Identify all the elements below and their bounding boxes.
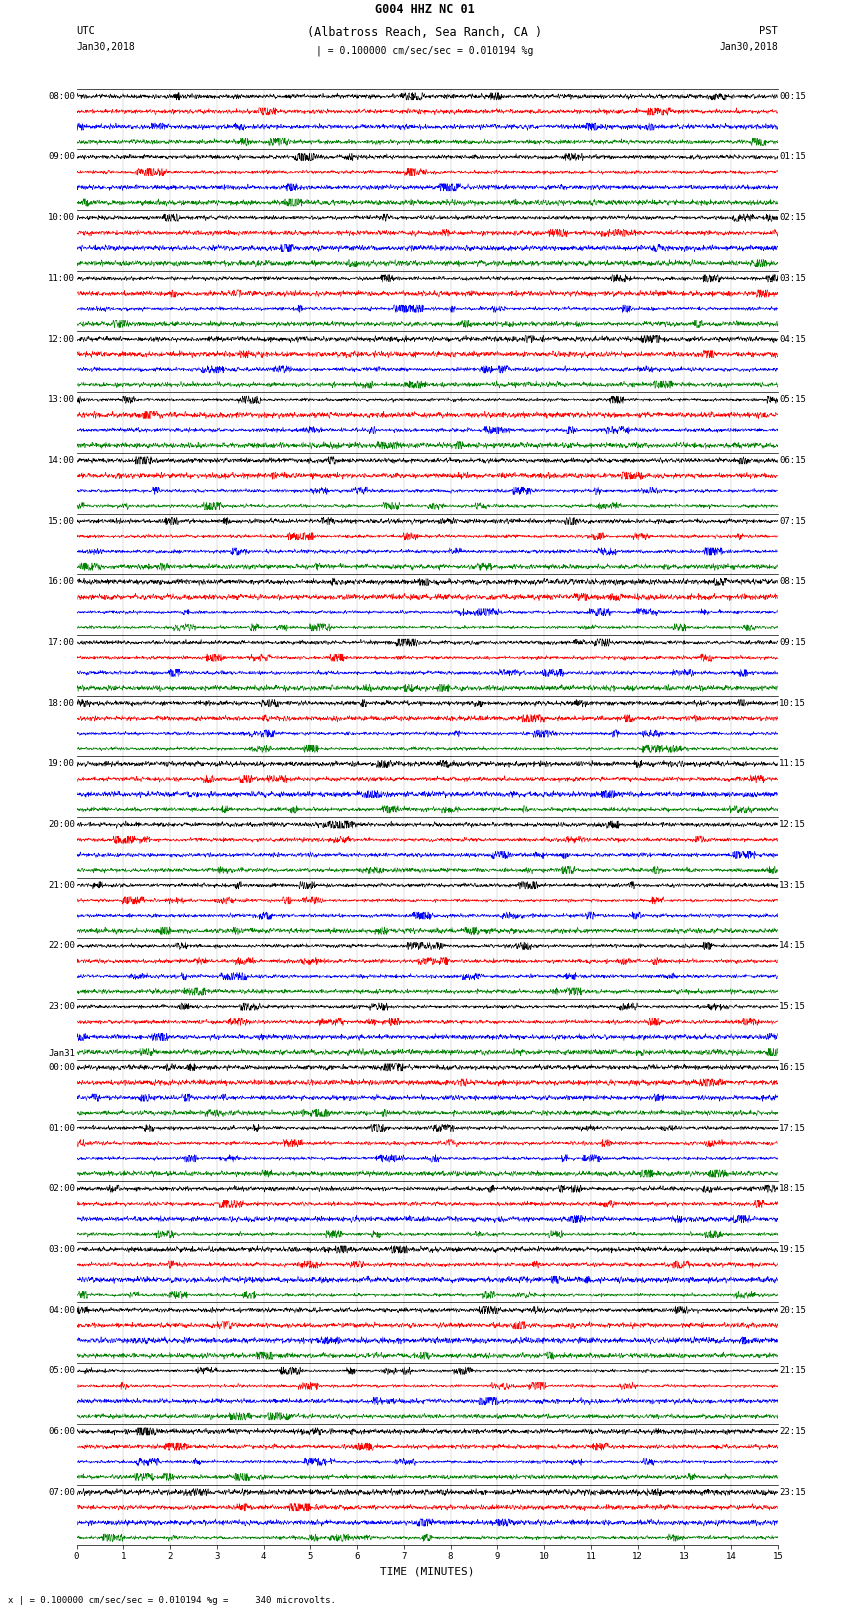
- Text: 20:00: 20:00: [48, 819, 75, 829]
- Text: 21:00: 21:00: [48, 881, 75, 890]
- Text: 02:00: 02:00: [48, 1184, 75, 1194]
- Text: 03:15: 03:15: [779, 274, 806, 282]
- Text: 09:00: 09:00: [48, 153, 75, 161]
- Text: | = 0.100000 cm/sec/sec = 0.010194 %g: | = 0.100000 cm/sec/sec = 0.010194 %g: [316, 45, 534, 56]
- Text: 06:15: 06:15: [779, 456, 806, 465]
- Text: 01:15: 01:15: [779, 153, 806, 161]
- Text: 16:00: 16:00: [48, 577, 75, 586]
- Text: 00:00: 00:00: [48, 1063, 75, 1071]
- Text: 05:00: 05:00: [48, 1366, 75, 1376]
- Text: 17:15: 17:15: [779, 1124, 806, 1132]
- Text: 17:00: 17:00: [48, 639, 75, 647]
- Text: 19:15: 19:15: [779, 1245, 806, 1253]
- Text: 12:00: 12:00: [48, 334, 75, 344]
- Text: 05:15: 05:15: [779, 395, 806, 405]
- Text: x | = 0.100000 cm/sec/sec = 0.010194 %g =     340 microvolts.: x | = 0.100000 cm/sec/sec = 0.010194 %g …: [8, 1595, 337, 1605]
- X-axis label: TIME (MINUTES): TIME (MINUTES): [380, 1566, 474, 1578]
- Text: 19:00: 19:00: [48, 760, 75, 768]
- Text: 00:15: 00:15: [779, 92, 806, 100]
- Text: 14:00: 14:00: [48, 456, 75, 465]
- Text: Jan30,2018: Jan30,2018: [719, 42, 778, 52]
- Text: 15:00: 15:00: [48, 516, 75, 526]
- Text: 02:15: 02:15: [779, 213, 806, 223]
- Text: 06:00: 06:00: [48, 1428, 75, 1436]
- Text: 01:00: 01:00: [48, 1124, 75, 1132]
- Text: UTC: UTC: [76, 26, 95, 35]
- Text: Jan31: Jan31: [48, 1048, 75, 1058]
- Text: 18:00: 18:00: [48, 698, 75, 708]
- Text: 13:00: 13:00: [48, 395, 75, 405]
- Text: Jan30,2018: Jan30,2018: [76, 42, 135, 52]
- Text: 10:15: 10:15: [779, 698, 806, 708]
- Text: 08:15: 08:15: [779, 577, 806, 586]
- Text: 22:00: 22:00: [48, 942, 75, 950]
- Text: G004 HHZ NC 01: G004 HHZ NC 01: [375, 3, 475, 16]
- Text: 12:15: 12:15: [779, 819, 806, 829]
- Text: 11:15: 11:15: [779, 760, 806, 768]
- Text: 13:15: 13:15: [779, 881, 806, 890]
- Text: 21:15: 21:15: [779, 1366, 806, 1376]
- Text: 08:00: 08:00: [48, 92, 75, 100]
- Text: 22:15: 22:15: [779, 1428, 806, 1436]
- Text: 15:15: 15:15: [779, 1002, 806, 1011]
- Text: 18:15: 18:15: [779, 1184, 806, 1194]
- Text: 10:00: 10:00: [48, 213, 75, 223]
- Text: 14:15: 14:15: [779, 942, 806, 950]
- Text: 16:15: 16:15: [779, 1063, 806, 1071]
- Text: 04:15: 04:15: [779, 334, 806, 344]
- Text: 20:15: 20:15: [779, 1305, 806, 1315]
- Text: 07:00: 07:00: [48, 1487, 75, 1497]
- Text: (Albatross Reach, Sea Ranch, CA ): (Albatross Reach, Sea Ranch, CA ): [308, 26, 542, 39]
- Text: 11:00: 11:00: [48, 274, 75, 282]
- Text: 04:00: 04:00: [48, 1305, 75, 1315]
- Text: PST: PST: [759, 26, 778, 35]
- Text: 23:15: 23:15: [779, 1487, 806, 1497]
- Text: 03:00: 03:00: [48, 1245, 75, 1253]
- Text: 09:15: 09:15: [779, 639, 806, 647]
- Text: 07:15: 07:15: [779, 516, 806, 526]
- Text: 23:00: 23:00: [48, 1002, 75, 1011]
